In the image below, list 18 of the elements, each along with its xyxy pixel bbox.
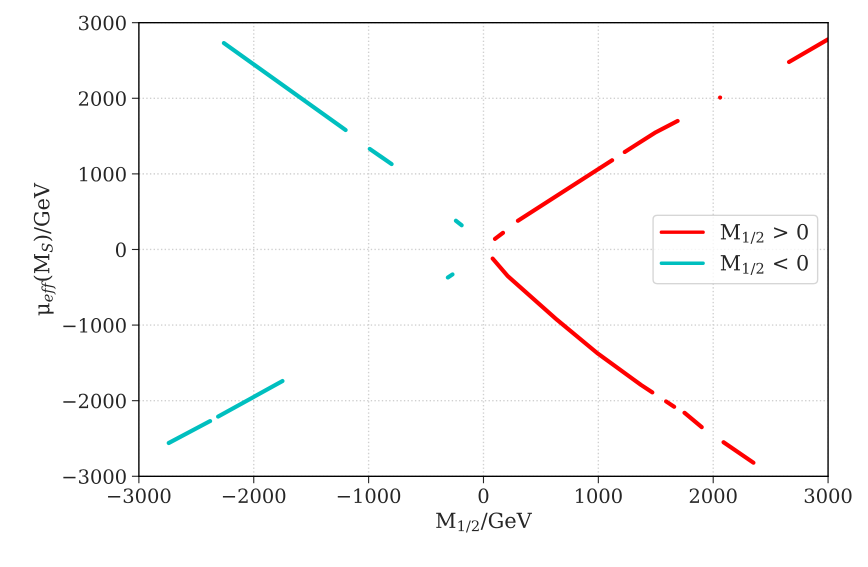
- y-tick-label: −1000: [63, 318, 126, 333]
- y-tick-label: −3000: [63, 469, 126, 484]
- y-tick-label: 2000: [78, 91, 126, 106]
- x-tick-label: 1000: [576, 488, 622, 504]
- y-tick-label: −2000: [63, 394, 126, 408]
- y-axis-title: μ$_{eff}$(M$_{S}$)/GeV: [33, 182, 56, 316]
- y-tick-label: 0: [116, 242, 126, 258]
- y-tick-label: 1000: [80, 166, 126, 182]
- x-tick-label: −3000: [108, 488, 170, 504]
- x-tick-label: 0: [478, 488, 488, 504]
- x-tick-label: −1000: [338, 488, 400, 504]
- x-tick-label: 2000: [690, 488, 737, 504]
- legend-label: M$_{1/2}$ < 0: [720, 254, 808, 275]
- x-axis-title: M$_{1/2}$/GeV: [436, 512, 532, 533]
- x-tick-label: −2000: [222, 488, 286, 504]
- y-tick-label: 3000: [79, 16, 126, 30]
- x-tick-label: 3000: [804, 488, 852, 504]
- legend-label: M$_{1/2}$ > 0: [720, 224, 808, 244]
